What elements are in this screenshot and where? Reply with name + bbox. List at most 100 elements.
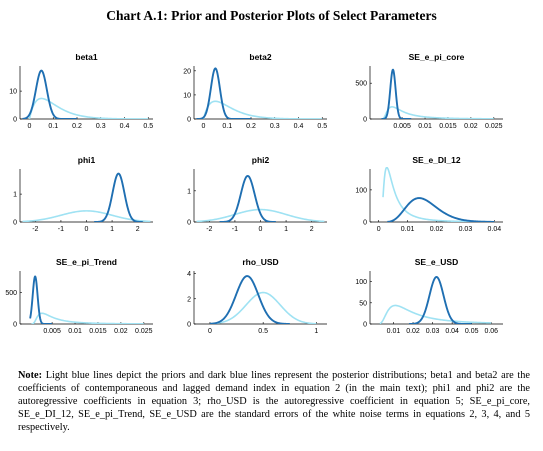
x-tick-label: 0.005 [393, 123, 411, 130]
x-tick-label: 0.2 [72, 123, 82, 130]
panel-phi1: phi1 -2 -1 0 1 2 0 1 [13, 155, 153, 233]
panel-title: phi1 [78, 155, 96, 165]
prior-density-line [196, 208, 325, 222]
x-tick-label: 0 [85, 226, 89, 233]
y-tick-label: 4 [187, 271, 191, 278]
x-tick-label: 2 [310, 226, 314, 233]
y-tick-label: 500 [5, 290, 17, 297]
x-tick-label: 0.4 [120, 123, 130, 130]
x-tick-label: -1 [58, 226, 64, 233]
x-tick-label: 0.01 [387, 328, 401, 335]
panel-title: SE_e_DI_12 [412, 155, 460, 165]
panel-SE_e_pi_core: SE_e_pi_core 0.005 0.01 0.015 0.02 0.025 0 500 [355, 52, 503, 130]
x-tick-label: 0.025 [135, 328, 153, 335]
posterior-density-line [409, 276, 472, 324]
x-tick-label: 0.1 [48, 123, 58, 130]
x-tick-label: 0.03 [426, 328, 440, 335]
x-tick-label: 0.015 [439, 123, 457, 130]
y-tick-label: 0 [187, 322, 191, 329]
x-tick-label: 0 [208, 328, 212, 335]
y-tick-label: 0 [363, 117, 367, 124]
prior-density-line [22, 210, 151, 222]
panel-beta2: beta2 0 0.1 0.2 0.3 0.4 0.5 0 10 20 [183, 52, 327, 130]
x-tick-label: 0.3 [270, 123, 280, 130]
x-tick-label: 2 [136, 226, 140, 233]
x-tick-label: 0.3 [96, 123, 106, 130]
x-tick-label: 1 [284, 226, 288, 233]
panel-beta1: beta1 0 0.1 0.2 0.3 0.4 0.5 0 10 [9, 52, 153, 130]
panel-title: SE_e_pi_Trend [56, 257, 117, 267]
y-tick-label: 1 [13, 192, 17, 199]
prior-density-line [209, 291, 317, 324]
posterior-density-line [29, 275, 53, 324]
x-tick-label: 0.5 [317, 123, 327, 130]
x-tick-label: 0.04 [488, 226, 502, 233]
panel-rho_USD: rho_USD 0 0.5 1 0 2 4 [187, 257, 327, 335]
x-tick-label: 0.02 [464, 123, 478, 130]
posterior-density-line [381, 68, 412, 119]
panel-title: beta1 [75, 52, 97, 62]
panel-title: rho_USD [242, 257, 278, 267]
prior-density-line [379, 304, 492, 324]
x-tick-label: 0.01 [418, 123, 432, 130]
chart-note: Note: Light blue lines depict the priors… [18, 369, 530, 434]
posterior-density-line [196, 67, 251, 119]
x-tick-label: 0.025 [485, 123, 503, 130]
x-tick-label: 0.03 [459, 226, 473, 233]
x-tick-label: -2 [206, 226, 212, 233]
x-tick-label: 0.01 [68, 328, 82, 335]
prior-density-line [381, 106, 494, 119]
posterior-density-line [219, 174, 276, 222]
x-tick-label: 0.05 [465, 328, 479, 335]
note-label: Note: [18, 370, 43, 381]
x-tick-label: 0.4 [294, 123, 304, 130]
panel-title: phi2 [252, 155, 270, 165]
y-tick-label: 1 [187, 188, 191, 195]
y-tick-label: 10 [183, 92, 191, 99]
y-tick-label: 100 [355, 279, 367, 286]
x-tick-label: 0.1 [222, 123, 232, 130]
y-tick-label: 50 [359, 300, 367, 307]
x-tick-label: 0.01 [401, 226, 415, 233]
posterior-density-line [22, 69, 77, 119]
y-tick-label: 0 [13, 220, 17, 227]
y-tick-label: 0 [13, 117, 17, 124]
panel-phi2: phi2 -2 -1 0 1 2 0 1 [187, 155, 327, 233]
panel-title: SE_e_USD [415, 257, 458, 267]
x-tick-label: 1 [110, 226, 114, 233]
panel-SE_e_pi_Trend: SE_e_pi_Trend 0.005 0.01 0.015 0.02 0.025 0 500 [5, 257, 153, 335]
panel-title: SE_e_pi_core [409, 52, 465, 62]
panel-title: beta2 [249, 52, 271, 62]
x-tick-label: 0.015 [89, 328, 107, 335]
y-tick-label: 500 [355, 81, 367, 88]
prior-density-line [31, 312, 144, 324]
x-tick-label: -1 [232, 226, 238, 233]
x-tick-label: 0 [259, 226, 263, 233]
y-tick-label: 100 [355, 187, 367, 194]
posterior-density-line [209, 275, 290, 324]
prior-density-line [202, 100, 323, 119]
x-tick-label: 0 [202, 123, 206, 130]
x-tick-label: 0.5 [258, 328, 268, 335]
x-tick-label: 0.02 [406, 328, 420, 335]
x-tick-label: 0.5 [143, 123, 153, 130]
y-tick-label: 0 [13, 322, 17, 329]
chart-title: Chart A.1: Prior and Posterior Plots of … [106, 8, 437, 23]
x-tick-label: 0 [28, 123, 32, 130]
y-tick-label: 0 [187, 220, 191, 227]
y-tick-label: 0 [187, 117, 191, 124]
x-tick-label: 0.005 [43, 328, 61, 335]
y-tick-label: 10 [9, 89, 17, 96]
x-tick-label: 0.02 [430, 226, 444, 233]
prior-density-line [28, 97, 149, 119]
posterior-density-line [94, 172, 143, 222]
x-tick-label: 0 [377, 226, 381, 233]
x-tick-label: 0.2 [246, 123, 256, 130]
y-tick-label: 2 [187, 296, 191, 303]
note-text: Light blue lines depict the priors and d… [18, 370, 530, 433]
panel-SE_e_USD: SE_e_USD 0.01 0.02 0.03 0.04 0.05 0.06 0 50 100 [355, 257, 503, 335]
x-tick-label: 0.02 [114, 328, 128, 335]
x-tick-label: 0.06 [484, 328, 498, 335]
x-tick-label: 1 [314, 328, 318, 335]
